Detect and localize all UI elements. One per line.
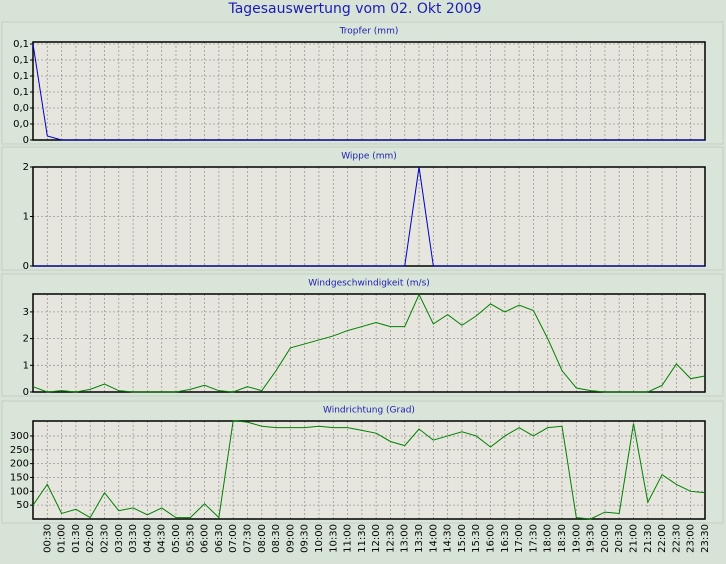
x-tick-label: 18:30: [557, 524, 568, 553]
x-tick-label: 00:30: [42, 524, 53, 553]
x-tick-label: 22:00: [657, 524, 668, 553]
x-tick-label: 09:30: [300, 524, 311, 553]
y-tick-label: 0,1: [13, 55, 29, 66]
x-tick-label: 14:00: [428, 524, 439, 553]
plot-area: [33, 421, 705, 519]
panel-title: Windgeschwindigkeit (m/s): [308, 279, 430, 289]
y-tick-label: 2: [23, 334, 29, 345]
y-tick-label: 50: [16, 500, 29, 511]
x-tick-label: 13:30: [414, 524, 425, 553]
plot-frame: [32, 420, 706, 520]
x-tick-label: 09:00: [285, 524, 296, 553]
x-tick-label: 23:00: [686, 524, 697, 553]
x-tick-label: 05:00: [171, 524, 182, 553]
x-tick-label: 17:30: [528, 524, 539, 553]
x-tick-label: 08:30: [271, 524, 282, 553]
x-tick-label: 08:00: [257, 524, 268, 553]
x-tick-label: 04:30: [157, 524, 168, 553]
x-tick-label: 02:30: [99, 524, 110, 553]
x-tick-label: 03:30: [128, 524, 139, 553]
x-tick-label: 15:00: [457, 524, 468, 553]
y-tick-label: 3: [23, 307, 29, 318]
y-tick-label: 0,1: [13, 87, 29, 98]
x-tick-label: 22:30: [671, 524, 682, 553]
y-tick-label: 200: [10, 459, 29, 470]
y-tick-label: 1: [23, 212, 29, 223]
x-tick-label: 04:00: [142, 524, 153, 553]
panel-title: Tropfer (mm): [339, 27, 399, 37]
panel-title: Wippe (mm): [341, 152, 397, 162]
x-tick-label: 18:00: [543, 524, 554, 553]
y-tick-label: 0: [23, 261, 29, 272]
data-line: [32, 43, 705, 141]
x-tick-label: 10:00: [314, 524, 325, 553]
x-tick-label: 13:00: [400, 524, 411, 553]
x-tick-label: 16:00: [486, 524, 497, 553]
x-tick-label: 14:30: [443, 524, 454, 553]
x-tick-label: 03:00: [114, 524, 125, 553]
panel-title: Windrichtung (Grad): [323, 406, 415, 416]
page-title: Tagesauswertung vom 02. Okt 2009: [227, 1, 481, 17]
x-tick-label: 05:30: [185, 524, 196, 553]
y-tick-label: 0,1: [13, 71, 29, 82]
data-line: [32, 293, 706, 393]
x-tick-label: 19:30: [586, 524, 597, 553]
x-tick-label: 07:00: [228, 524, 239, 553]
y-tick-label: 1: [23, 360, 29, 371]
y-tick-label: 0,1: [13, 39, 29, 50]
x-tick-label: 20:30: [614, 524, 625, 553]
data-line: [32, 420, 706, 520]
x-tick-label: 10:30: [328, 524, 339, 553]
x-tick-label: 11:30: [357, 524, 368, 553]
x-tick-label: 07:30: [242, 524, 253, 553]
y-tick-label: 300: [10, 431, 29, 442]
x-tick-label: 11:00: [343, 524, 354, 553]
x-tick-label: 01:00: [57, 524, 68, 553]
plot-area: [33, 294, 705, 392]
data-line: [33, 166, 705, 267]
x-tick-label: 06:30: [214, 524, 225, 553]
x-tick-label: 19:00: [571, 524, 582, 553]
x-tick-label: 12:00: [371, 524, 382, 553]
x-tick-label: 15:30: [471, 524, 482, 553]
plot-area: [33, 42, 705, 140]
x-tick-label: 21:00: [629, 524, 640, 553]
x-tick-label: 17:00: [514, 524, 525, 553]
y-tick-label: 100: [10, 486, 29, 497]
y-tick-label: 0: [23, 135, 29, 146]
x-tick-label: 20:00: [600, 524, 611, 553]
x-tick-label: 16:30: [500, 524, 511, 553]
x-tick-label: 06:00: [200, 524, 211, 553]
x-tick-label: 01:30: [71, 524, 82, 553]
y-tick-label: 250: [10, 445, 29, 456]
plot-frame: [32, 293, 706, 393]
x-tick-label: 23:30: [700, 524, 711, 553]
x-tick-label: 12:30: [385, 524, 396, 553]
y-tick-label: 0: [23, 387, 29, 398]
y-tick-label: 2: [23, 162, 29, 173]
x-tick-label: 02:00: [85, 524, 96, 553]
x-tick-label: 21:30: [643, 524, 654, 553]
y-tick-label: 0,0: [13, 119, 29, 130]
y-tick-label: 150: [10, 472, 29, 483]
y-tick-label: 0,0: [13, 103, 29, 114]
